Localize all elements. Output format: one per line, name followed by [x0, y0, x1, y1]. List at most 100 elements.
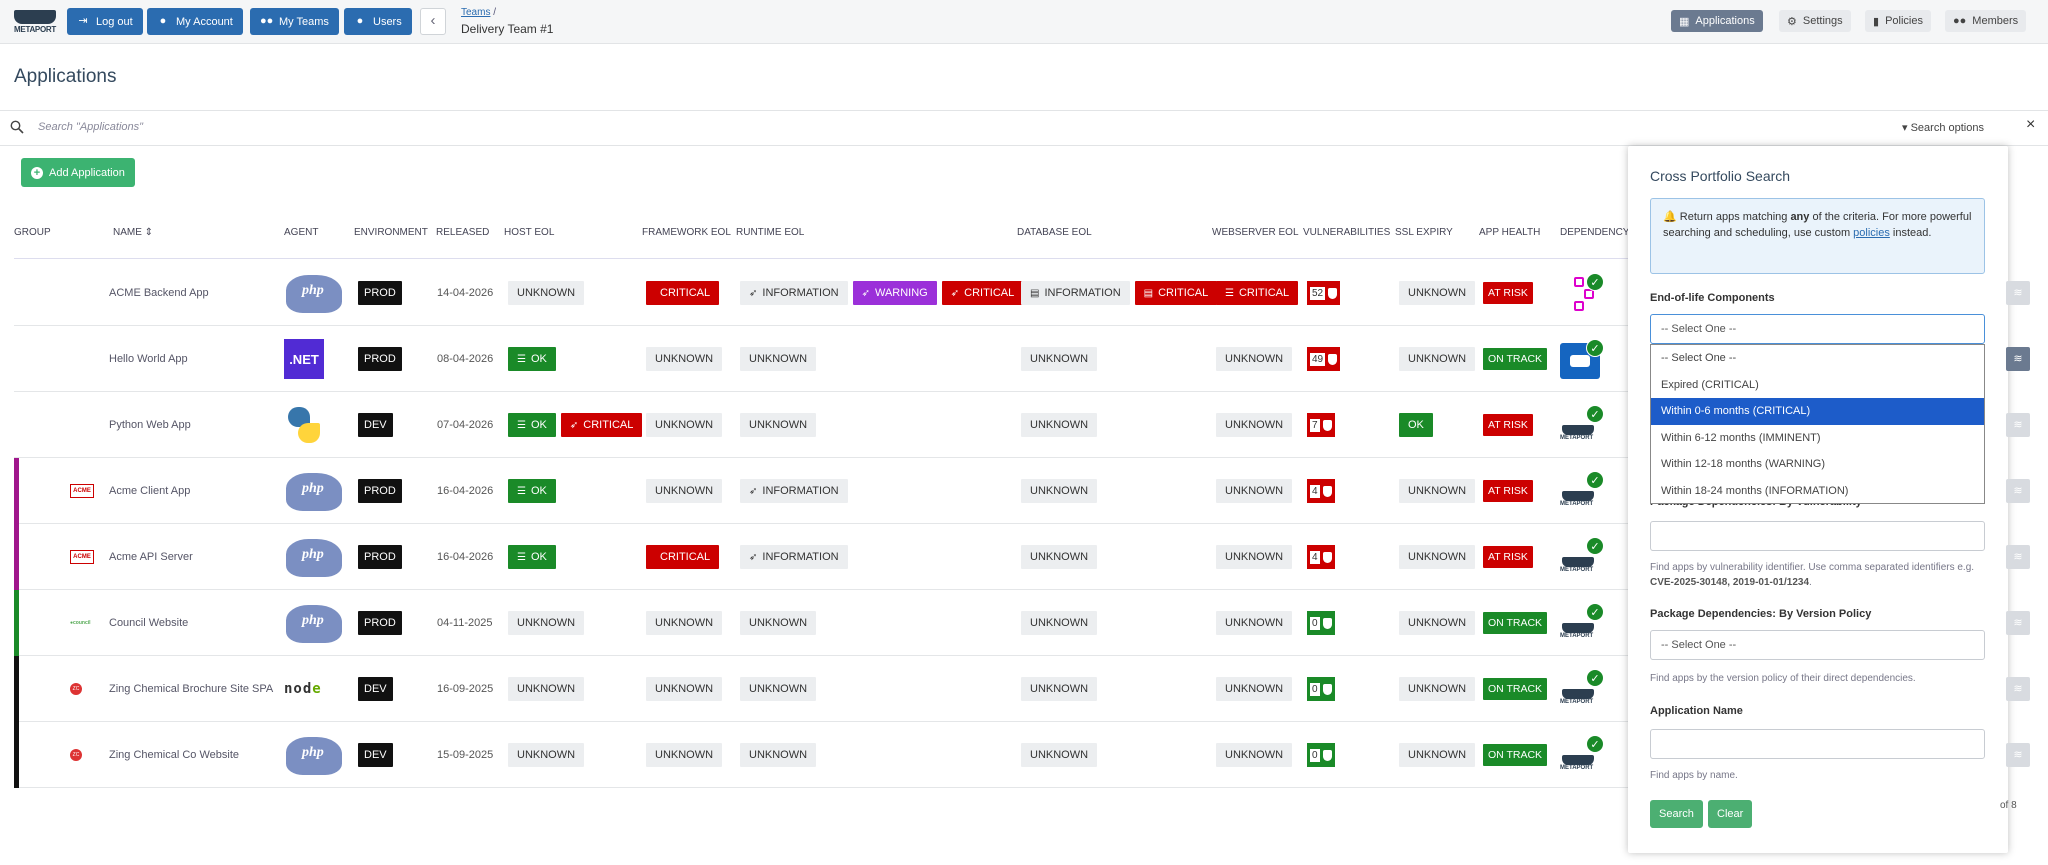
logout-icon: ⇥: [78, 15, 88, 27]
environment-badge: PROD: [358, 545, 402, 569]
row-chart-button[interactable]: ≋: [2006, 413, 2030, 437]
search-options-toggle[interactable]: ▾ Search options: [1902, 122, 1984, 134]
policy-select[interactable]: -- Select One --: [1650, 630, 1985, 660]
table-row[interactable]: ACME Backend App php PROD 14-04-2026 UNKNOWN…: [14, 260, 1634, 326]
dropdown-option[interactable]: -- Select One --: [1661, 352, 1737, 364]
eol-badge: UNKNOWN: [1021, 479, 1098, 503]
row-chart-button[interactable]: ≋: [2006, 611, 2030, 635]
eol-badge: ☰ OK: [508, 479, 556, 503]
health-badge: ON TRACK: [1483, 612, 1548, 634]
vulnerability-count[interactable]: 0: [1307, 611, 1335, 635]
app-name-link[interactable]: Python Web App: [109, 419, 191, 431]
vulnerability-count[interactable]: 7: [1307, 413, 1335, 437]
vulnerability-count[interactable]: 49: [1307, 347, 1341, 371]
page-title: Applications: [14, 66, 117, 87]
dropdown-option[interactable]: Expired (CRITICAL): [1661, 378, 1759, 391]
dotnet-icon: .NET: [284, 339, 324, 379]
eol-badge: UNKNOWN: [1216, 545, 1293, 569]
row-chart-button[interactable]: ≋: [2006, 281, 2030, 305]
top-navbar: METAPORT ⇥ Log out ● My Account ●● My Teams…: [0, 0, 2048, 44]
app-name-link[interactable]: Zing Chemical Brochure Site SPA: [109, 683, 274, 695]
vulnerability-count[interactable]: 4: [1307, 545, 1335, 569]
app-name-link[interactable]: Acme API Server: [109, 551, 193, 563]
eol-select[interactable]: -- Select One --: [1650, 314, 1985, 344]
zing-logo-icon: ZC: [70, 749, 82, 761]
check-icon: ✓: [1586, 339, 1604, 357]
table-row[interactable]: ZC Zing Chemical Co Website php DEV 15-09-20…: [14, 722, 1634, 788]
users-button[interactable]: ● Users: [344, 8, 412, 35]
add-application-button[interactable]: + Add Application: [21, 158, 135, 187]
column-header: FRAMEWORK EOL: [642, 227, 731, 238]
table-row[interactable]: ZC Zing Chemical Brochure Site SPA node DEV…: [14, 656, 1634, 722]
dependency-status-icon: ✓: [1560, 271, 1604, 315]
table-row[interactable]: ACME Acme API Server php PROD 16-04-2026 ☰ OK C…: [14, 524, 1634, 590]
row-chart-button[interactable]: ≋: [2006, 479, 2030, 503]
row-chart-button[interactable]: ≋: [2006, 677, 2030, 701]
table-row[interactable]: ACME Acme Client App php PROD 16-04-2026 ☰ OK U…: [14, 458, 1634, 524]
tab-settings[interactable]: ⚙ Settings: [1779, 10, 1851, 32]
shield-icon: [1322, 617, 1332, 629]
metaport-logo[interactable]: METAPORT: [12, 8, 58, 36]
released-date: 04-11-2025: [437, 617, 493, 629]
group-color-bar: [14, 458, 19, 524]
table-row[interactable]: ●council Council Website php PROD 04-11-2025…: [14, 590, 1634, 656]
pagination-info: of 8: [2000, 800, 2017, 811]
eol-badge: ➶ INFORMATION: [740, 545, 848, 569]
sort-icon: ⇕: [141, 227, 154, 238]
table-row[interactable]: Python Web App DEV 07-04-2026 ☰ OK ➶ CRITICAL U…: [14, 392, 1634, 458]
released-date: 16-04-2026: [437, 551, 494, 563]
caret-down-icon: ▾: [1902, 122, 1911, 134]
tab-members[interactable]: ●● Members: [1945, 10, 2027, 32]
breadcrumb-teams-link[interactable]: Teams: [461, 7, 491, 18]
eol-badge: UNKNOWN: [508, 677, 585, 701]
tab-policies[interactable]: ▮ Policies: [1865, 10, 1931, 32]
ship-icon: [14, 10, 56, 24]
php-icon: php: [284, 601, 344, 645]
eol-badge: CRITICAL: [646, 281, 720, 305]
row-chart-button[interactable]: ≋: [2006, 347, 2030, 371]
tab-applications[interactable]: ▦ Applications: [1671, 10, 1763, 32]
dropdown-option[interactable]: Within 0-6 months (CRITICAL): [1651, 398, 1984, 425]
dropdown-option[interactable]: Within 6-12 months (IMMINENT): [1661, 431, 1821, 444]
dropdown-option[interactable]: Within 18-24 months (INFORMATION): [1661, 484, 1849, 497]
check-icon: ✓: [1586, 471, 1604, 489]
ssl-badge: UNKNOWN: [1399, 743, 1476, 767]
table-row[interactable]: Hello World App .NET PROD 08-04-2026 ☰ OK UNKN…: [14, 326, 1634, 392]
released-date: 14-04-2026: [437, 287, 494, 299]
app-name-link[interactable]: Zing Chemical Co Website: [109, 749, 240, 761]
column-header[interactable]: NAME ⇕: [113, 227, 153, 238]
eol-badge: ➶ CRITICAL: [560, 413, 643, 437]
app-name-link[interactable]: Council Website: [109, 617, 189, 629]
app-name-link[interactable]: Hello World App: [109, 353, 188, 365]
eol-badge: UNKNOWN: [1216, 677, 1293, 701]
search-input[interactable]: Search "Applications": [38, 121, 144, 133]
clear-button[interactable]: Clear: [1708, 800, 1753, 828]
logout-button[interactable]: ⇥ Log out: [67, 8, 143, 35]
vulnerability-count[interactable]: 0: [1307, 677, 1335, 701]
php-icon: php: [284, 733, 344, 777]
row-chart-button[interactable]: ≋: [2006, 545, 2030, 569]
eol-badge: UNKNOWN: [1216, 611, 1293, 635]
my-account-button[interactable]: ● My Account: [147, 8, 243, 35]
vulnerability-count[interactable]: 0: [1307, 743, 1335, 767]
eol-badge: UNKNOWN: [740, 611, 817, 635]
app-name-link[interactable]: ACME Backend App: [109, 287, 209, 299]
vuln-input[interactable]: [1650, 521, 1985, 551]
vulnerability-count[interactable]: 52: [1307, 281, 1341, 305]
eol-badge: UNKNOWN: [740, 743, 817, 767]
name-input[interactable]: [1650, 729, 1985, 759]
chevron-left-icon[interactable]: ‹: [420, 8, 446, 35]
search-button[interactable]: Search: [1650, 800, 1703, 828]
health-badge: AT RISK: [1483, 546, 1533, 568]
bell-icon: 🔔: [1663, 211, 1680, 223]
row-chart-button[interactable]: ≋: [2006, 743, 2030, 767]
dropdown-option[interactable]: Within 12-18 months (WARNING): [1661, 458, 1826, 470]
policies-link[interactable]: policies: [1853, 227, 1890, 239]
eol-badge: CRITICAL: [646, 545, 720, 569]
vulnerability-count[interactable]: 4: [1307, 479, 1335, 503]
eol-badge: ☰ OK: [508, 347, 556, 371]
my-teams-button[interactable]: ●● My Teams: [250, 8, 339, 35]
shield-icon: [1322, 419, 1332, 431]
close-icon[interactable]: ×: [2026, 116, 2036, 133]
app-name-link[interactable]: Acme Client App: [109, 485, 191, 497]
